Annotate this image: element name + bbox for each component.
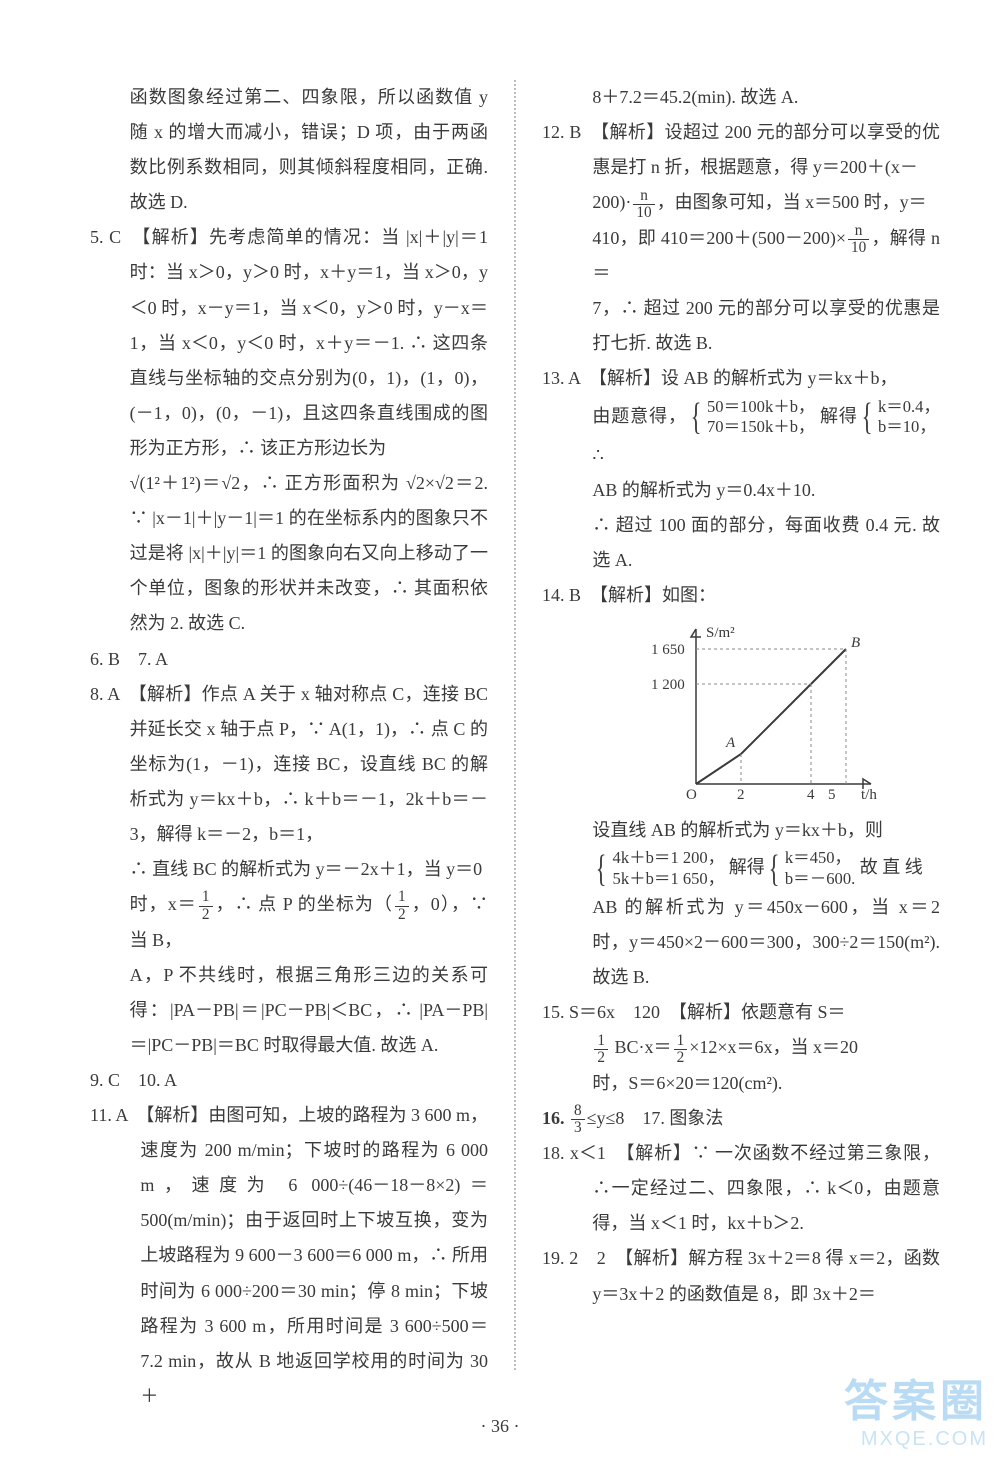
left-brace-icon: { [768, 852, 779, 886]
q8-part4: A，P 不共线时，根据三角形三边的关系可得：|PA－PB|＝|PC－PB|＜BC… [90, 958, 488, 1063]
fraction-half: 12 [199, 889, 213, 922]
text: 200)· [592, 192, 631, 212]
q14-part3: {4k＋b＝1 200，5k＋b＝1 650， 解得{k＝450，b＝－600.… [542, 848, 940, 889]
xtick-4: 4 [807, 787, 815, 803]
column-divider [514, 80, 516, 1370]
left-brace-icon: { [861, 400, 872, 434]
q15-part1: 15. S＝6x 120 【解析】依题意有 S＝ [542, 995, 940, 1030]
watermark: 答案圈 MXQE.COM [844, 1377, 988, 1451]
text: 故 直 线 [860, 857, 923, 877]
q9-q10: 9. C 10. A [90, 1063, 488, 1098]
text: ∴ [592, 445, 603, 465]
q12-part4: 7，∴ 超过 200 元的部分可以享受的优惠是打七折. 故选 B. [542, 291, 940, 361]
fraction-n-10: n10 [633, 188, 654, 221]
watermark-line2: MXQE.COM [844, 1428, 988, 1451]
fraction-n-10: n10 [848, 223, 869, 256]
left-column: 函数图象经过第二、四象限，所以函数值 y 随 x 的增大而减小，错误；D 项，由… [90, 80, 488, 1370]
q8-part1: 8. A 【解析】作点 A 关于 x 轴对称点 C，连接 BC 并延长交 x 轴… [90, 677, 488, 852]
q12-part1: 12. B 【解析】设超过 200 元的部分可以享受的优惠是打 n 折，根据题意… [542, 115, 940, 185]
two-column-layout: 函数图象经过第二、四象限，所以函数值 y 随 x 的增大而减小，错误；D 项，由… [90, 80, 940, 1370]
q19: 19. 2 2 【解析】解方程 3x＋2＝8 得 x＝2，函数 y＝3x＋2 的… [542, 1241, 940, 1311]
q13-part2: 由题意得，{50＝100k＋b，70＝150k＋b， 解得{k＝0.4，b＝10… [542, 397, 940, 474]
text: 解得 [729, 857, 765, 877]
fraction-half: 12 [395, 889, 409, 922]
system-4: k＝450，b＝－600. [785, 848, 855, 889]
q12-part3: 410，即 410＝200＋(500－200)×n10，解得 n＝ [542, 221, 940, 292]
q13-part1: 13. A 【解析】设 AB 的解析式为 y＝kx＋b， [542, 361, 940, 396]
text: ，由图象可知，当 x＝500 时，y＝ [657, 192, 927, 212]
q13-part4: ∴ 超过 100 面的部分，每面收费 0.4 元. 故选 A. [542, 508, 940, 578]
q14-part4: AB 的解析式为 y＝450x－600，当 x＝2 时，y＝450×2－600＝… [542, 890, 940, 995]
q18: 18. x＜1 【解析】∵ 一次函数不经过第三象限，∴一定经过二、四象限，∴ k… [542, 1136, 940, 1241]
system-3: 4k＋b＝1 200，5k＋b＝1 650， [613, 848, 725, 889]
q11-continuation: 8＋7.2＝45.2(min). 故选 A. [542, 80, 940, 115]
q8-part2: ∴ 直线 BC 的解析式为 y＝－2x＋1，当 y＝0 [90, 852, 488, 887]
q5-part2: √(1²＋1²)＝√2，∴ 正方形面积为 √2×√2＝2. ∵ |x－1|＋|y… [90, 466, 488, 641]
q15-part3: 时，S＝6×20＝120(cm²). [542, 1066, 940, 1101]
y-axis-label: S/m² [706, 625, 735, 641]
q14-part2: 设直线 AB 的解析式为 y＝kx＋b，则 [542, 813, 940, 848]
line-chart-svg: S/m² t/h 1 650 1 200 2 4 5 O A B [646, 619, 886, 809]
q5-part1: 5. C 【解析】先考虑简单的情况：当 |x|＋|y|＝1 时：当 x＞0，y＞… [90, 220, 488, 466]
x-axis-label: t/h [861, 787, 877, 803]
fraction-half: 12 [674, 1033, 688, 1066]
system-1: 50＝100k＋b，70＝150k＋b， [707, 397, 815, 438]
q6-q7: 6. B 7. A [90, 642, 488, 677]
text: 16. [542, 1108, 569, 1128]
point-A-label: A [725, 735, 736, 751]
point-B-label: B [851, 635, 860, 651]
q13-part3: AB 的解析式为 y＝0.4x＋10. [542, 473, 940, 508]
text: 410，即 410＝200＋(500－200)× [592, 228, 846, 248]
text: 由题意得， [592, 405, 686, 425]
xtick-5: 5 [828, 787, 836, 803]
text: ×12×x＝6x，当 x＝20 [689, 1037, 858, 1057]
text: BC·x＝ [610, 1037, 672, 1057]
q4-continuation: 函数图象经过第二、四象限，所以函数值 y 随 x 的增大而减小，错误；D 项，由… [90, 80, 488, 220]
left-brace-icon: { [596, 852, 607, 886]
xtick-2: 2 [737, 787, 745, 803]
right-column: 8＋7.2＝45.2(min). 故选 A. 12. B 【解析】设超过 200… [542, 80, 940, 1370]
text: 时，x＝ [130, 894, 197, 914]
ytick-1200: 1 200 [651, 677, 685, 693]
q15-part2: 12 BC·x＝12×12×x＝6x，当 x＝20 [542, 1030, 940, 1065]
text: ，∴ 点 P 的坐标为 [215, 894, 374, 914]
fraction-8-3: 83 [571, 1103, 585, 1136]
q8-part3: 时，x＝12，∴ 点 P 的坐标为（12，0），∵ 当 B， [90, 887, 488, 958]
q12-part2: 200)·n10，由图象可知，当 x＝500 时，y＝ [542, 185, 940, 220]
q14-chart: S/m² t/h 1 650 1 200 2 4 5 O A B [542, 619, 940, 809]
ytick-1650: 1 650 [651, 642, 685, 658]
q11: 11. A 【解析】由图可知，上坡的路程为 3 600 m，速度为 200 m/… [90, 1098, 488, 1414]
q16-q17: 16. 83≤y≤8 17. 图象法 [542, 1101, 940, 1136]
watermark-line1: 答案圈 [844, 1377, 988, 1428]
origin-label: O [686, 787, 697, 803]
fraction-half: 12 [594, 1033, 608, 1066]
text: ≤y≤8 17. 图象法 [587, 1108, 724, 1128]
text: 解得 [820, 405, 858, 425]
q14-part1: 14. B 【解析】如图： [542, 578, 940, 613]
left-brace-icon: { [691, 400, 702, 434]
page: 函数图象经过第二、四象限，所以函数值 y 随 x 的增大而减小，错误；D 项，由… [0, 0, 1000, 1459]
system-2: k＝0.4，b＝10， [878, 397, 940, 438]
